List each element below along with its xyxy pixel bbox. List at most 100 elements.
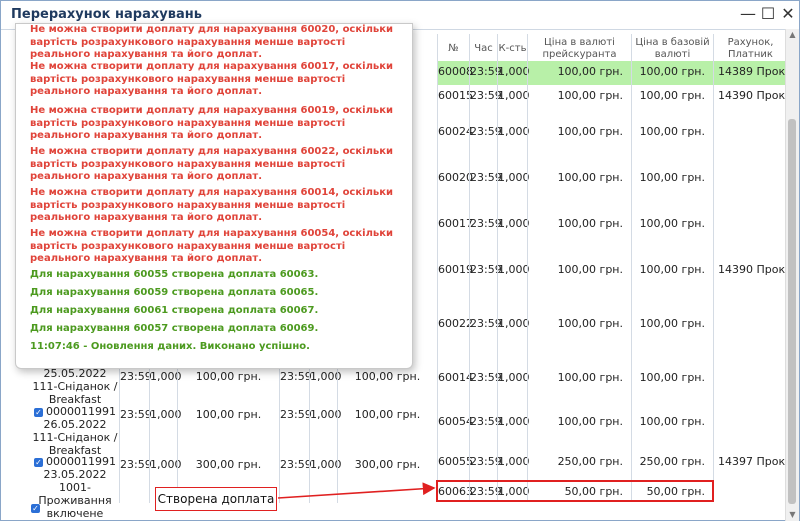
cell-qty1: 1,000: [149, 455, 182, 503]
cell-time: 23:59: [469, 367, 502, 411]
cell-time: 23:59: [469, 313, 502, 367]
table-row[interactable]: 60019 23:59 1,000 100,00 грн. 100,00 грн. 143…: [437, 259, 787, 313]
cell-price: 100,00 грн.: [527, 167, 631, 213]
cell-price2: 300,00 грн.: [337, 455, 437, 503]
cell-qty2: 1,000: [309, 367, 342, 405]
table-row[interactable]: 25.05.2022 111-Сніданок / Breakfast 23:59 1,…: [1, 367, 437, 406]
cell-qty: 1,000: [497, 411, 530, 451]
cell-num: 60054: [437, 411, 473, 451]
service-cell: ✓ 0000011991 26.05.2022 111-Сніданок / Break…: [31, 405, 119, 457]
cell-time: 23:59: [469, 411, 502, 451]
cell-account: 14389 Прокоп: [713, 61, 787, 85]
cell-num: 60017: [437, 213, 473, 259]
cell-qty: 1,000: [497, 167, 530, 213]
cell-num: 60014: [437, 367, 473, 411]
cell-time1: 23:59: [119, 455, 152, 503]
cell-price2: 100,00 грн.: [337, 405, 437, 455]
success-message: Для нарахування 60057 створена доплата 6…: [30, 323, 319, 334]
cell-time: 23:59: [469, 61, 502, 85]
cell-qty: 1,000: [497, 313, 530, 367]
maximize-icon[interactable]: ☐: [760, 4, 776, 23]
folio-code: 0000011991: [46, 455, 116, 468]
service-desc1: 111-Сніданок /: [32, 431, 118, 444]
cell-time2: 23:59: [279, 367, 312, 405]
cell-price1: 100,00 грн.: [177, 405, 279, 455]
table-row[interactable]: 60024 23:59 1,000 100,00 грн. 100,00 грн.: [437, 121, 787, 167]
cell-qty: 1,000: [497, 213, 530, 259]
cell-qty2: 1,000: [309, 405, 342, 455]
annotation-highlight-box: [436, 480, 714, 502]
cell-price: 100,00 грн.: [527, 213, 631, 259]
error-message: Не можна створити доплату для нарахуванн…: [30, 105, 394, 141]
cell-account: 14390 Прокоп: [713, 85, 787, 121]
scroll-down-icon[interactable]: ▼: [789, 510, 796, 519]
service-desc1: 111-Сніданок /: [32, 380, 118, 393]
cell-time: 23:59: [469, 481, 502, 501]
cell-base: 100,00 грн.: [631, 411, 713, 451]
cell-price2: 100,00 грн.: [337, 367, 437, 405]
cell-price1: 300,00 грн.: [177, 455, 279, 503]
cell-account: 14390 Прокоп: [713, 259, 787, 313]
col-header-price-base[interactable]: Ціна в базовій валюті: [631, 34, 713, 64]
cell-price: 100,00 грн.: [527, 61, 631, 85]
cell-account: 14397 Прокоп: [713, 451, 787, 481]
cell-price: 100,00 грн.: [527, 313, 631, 367]
table-row[interactable]: 60022 23:59 1,000 100,00 грн. 100,00 грн.: [437, 313, 787, 367]
cell-time: 23:59: [469, 213, 502, 259]
table-row[interactable]: ✓ 0000011991 23.05.2022 1001-Проживання вклю…: [1, 455, 437, 520]
cell-base: 100,00 грн.: [631, 61, 713, 85]
table-row[interactable]: 60054 23:59 1,000 100,00 грн. 100,00 грн.: [437, 411, 787, 451]
cell-qty: 1,000: [497, 259, 530, 313]
minimize-icon[interactable]: —: [740, 4, 756, 23]
vertical-scrollbar[interactable]: ▲ ▼: [785, 29, 799, 521]
col-header-number[interactable]: №: [437, 34, 469, 64]
col-header-time[interactable]: Час: [469, 34, 497, 64]
col-header-price-list[interactable]: Ціна в валюті прейскуранта: [527, 34, 631, 64]
cell-price: 100,00 грн.: [527, 259, 631, 313]
error-message: Не можна створити доплату для нарахуванн…: [30, 61, 394, 97]
table-row[interactable]: 60020 23:59 1,000 100,00 грн. 100,00 грн.: [437, 167, 787, 213]
cell-num: 60020: [437, 167, 473, 213]
cell-price: 50,00 грн.: [527, 481, 631, 501]
scroll-up-icon[interactable]: ▲: [789, 30, 796, 39]
cell-num: 60019: [437, 259, 473, 313]
cell-num: 60024: [437, 121, 473, 167]
cell-qty: 1,000: [497, 61, 530, 85]
cell-time: 23:59: [469, 121, 502, 167]
cell-price: 250,00 грн.: [527, 451, 631, 481]
row-checkbox[interactable]: ✓: [34, 407, 43, 417]
cell-base: 100,00 грн.: [631, 167, 713, 213]
table-row[interactable]: 60008 23:59 1,000 100,00 грн. 100,00 грн. 143…: [437, 61, 787, 85]
cell-time: 23:59: [469, 451, 502, 481]
cell-num: 60022: [437, 313, 473, 367]
table-row[interactable]: ✓ 0000011991 26.05.2022 111-Сніданок / Break…: [1, 405, 437, 457]
cell-base: 100,00 грн.: [631, 313, 713, 367]
cell-qty1: 1,000: [149, 405, 182, 455]
cell-base: 100,00 грн.: [631, 367, 713, 411]
close-icon[interactable]: ✕: [781, 4, 795, 23]
row-checkbox[interactable]: ✓: [31, 504, 40, 513]
messages-popup: Не можна створити доплату для нарахуванн…: [15, 23, 413, 369]
scroll-thumb[interactable]: [788, 119, 796, 504]
cell-time: 23:59: [469, 259, 502, 313]
cell-account: [713, 367, 787, 411]
col-header-account[interactable]: Рахунок, Платник: [713, 34, 787, 64]
success-message: Для нарахування 60061 створена доплата 6…: [30, 305, 319, 316]
table-row[interactable]: 60017 23:59 1,000 100,00 грн. 100,00 грн.: [437, 213, 787, 259]
window-title: Перерахунок нарахувань: [11, 7, 202, 22]
col-header-qty[interactable]: К-сть: [497, 34, 527, 64]
cell-base: 50,00 грн.: [631, 481, 713, 501]
cell-price: 100,00 грн.: [527, 85, 631, 121]
cell-qty: 1,000: [497, 121, 530, 167]
table-row[interactable]: 60014 23:59 1,000 100,00 грн. 100,00 грн.: [437, 367, 787, 411]
cell-price: 100,00 грн.: [527, 367, 631, 411]
success-message: Для нарахування 60059 створена доплата 6…: [30, 287, 319, 298]
row-checkbox[interactable]: ✓: [34, 457, 43, 467]
cell-base: 250,00 грн.: [631, 451, 713, 481]
cell-price1: 100,00 грн.: [177, 367, 279, 405]
table-row[interactable]: 60055 23:59 1,000 250,00 грн. 250,00 грн. 143…: [437, 451, 787, 481]
table-row[interactable]: 60015 23:59 1,000 100,00 грн. 100,00 грн. 143…: [437, 85, 787, 121]
cell-price: 100,00 грн.: [527, 121, 631, 167]
cell-base: 100,00 грн.: [631, 121, 713, 167]
